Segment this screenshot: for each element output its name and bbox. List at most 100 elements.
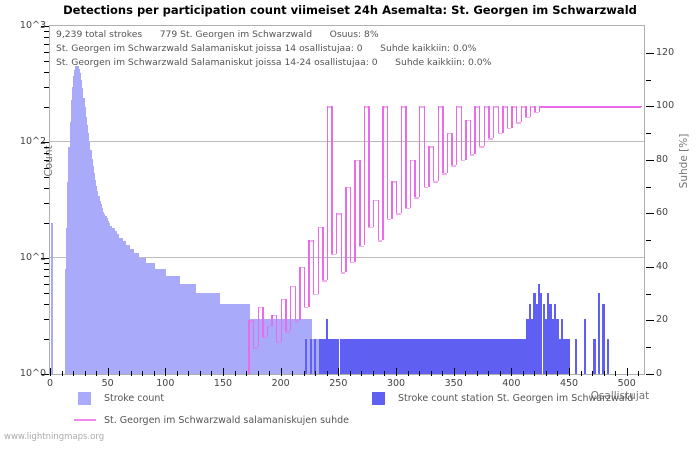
bar-stroke-count <box>91 166 94 374</box>
bar-stroke-count <box>73 76 76 374</box>
bar-stroke-count <box>150 263 153 374</box>
x-axis-tick-label: 200 <box>271 378 290 389</box>
ratio-line-segment <box>603 106 609 108</box>
y-axis-right-tick-label: 100 <box>656 100 675 112</box>
bar-stroke-count <box>286 318 289 374</box>
y-axis-left-tick <box>41 142 49 143</box>
bar-stroke-count-station <box>556 318 559 374</box>
x-axis-tick-label: 350 <box>444 378 463 389</box>
y-axis-right-minor-tick <box>646 240 651 242</box>
bar-stroke-count-station <box>484 339 488 374</box>
bar-stroke-count <box>247 304 250 374</box>
ratio-line-segment <box>465 119 467 160</box>
x-axis-tick <box>511 368 513 376</box>
ratio-line-segment <box>419 106 424 108</box>
ratio-line-segment <box>506 127 512 130</box>
x-axis-minor-tick <box>545 371 547 376</box>
ratio-line-segment <box>336 213 338 254</box>
bar-stroke-count-station <box>567 339 571 374</box>
x-axis-tick-label: 500 <box>617 378 636 389</box>
bar-stroke-count <box>168 275 172 374</box>
ratio-line-segment <box>483 106 486 147</box>
bar-stroke-count-station <box>496 339 499 374</box>
bar-stroke-count <box>187 283 190 374</box>
bar-stroke-count-station <box>468 339 471 374</box>
bar-stroke-count-station <box>530 318 534 374</box>
ratio-line-segment <box>455 106 458 166</box>
ratio-line-segment <box>571 106 576 108</box>
ratio-line-segment <box>534 106 536 112</box>
bar-stroke-count <box>79 80 83 374</box>
legend-label: Stroke count <box>104 393 165 404</box>
ratio-line-segment <box>566 106 572 108</box>
x-axis-minor-tick <box>246 371 248 376</box>
x-axis-minor-tick <box>407 371 409 376</box>
ratio-line-segment <box>276 341 281 344</box>
bar-stroke-count-station <box>314 339 317 374</box>
bar-stroke-count-station <box>318 339 322 374</box>
ratio-line-segment <box>488 106 490 139</box>
bar-stroke-count-station <box>551 318 555 374</box>
ratio-line-segment <box>262 307 264 337</box>
ratio-line-segment <box>497 133 503 135</box>
bar-stroke-count <box>180 283 183 374</box>
bar-stroke-count <box>161 269 165 374</box>
bar-stroke-count <box>136 253 139 374</box>
bar-stroke-count-station <box>597 292 601 374</box>
x-axis-minor-tick <box>153 371 155 376</box>
ratio-line-segment <box>252 320 255 348</box>
ratio-line-segment <box>580 106 586 108</box>
ratio-line-segment <box>252 347 258 349</box>
bar-stroke-count <box>121 241 124 374</box>
y-axis-right-tick <box>646 106 654 108</box>
ratio-line-segment <box>294 320 300 322</box>
bar-stroke-count-station <box>510 339 513 374</box>
y-axis-left-minor-tick <box>44 43 49 45</box>
ratio-line-segment <box>557 106 563 108</box>
ratio-line-segment <box>331 106 333 254</box>
bar-stroke-count-station <box>480 339 483 374</box>
bar-stroke-count-station <box>489 339 492 374</box>
bar-stroke-count <box>231 304 234 374</box>
ratio-line-segment <box>529 106 535 108</box>
ratio-line-segment <box>511 106 516 108</box>
bar-stroke-count <box>277 318 280 374</box>
bar-stroke-count <box>201 292 204 374</box>
bar-stroke-count-station <box>563 339 566 374</box>
ratio-line-segment <box>474 106 476 155</box>
x-axis-tick-label: 300 <box>386 378 406 389</box>
x-axis-tick <box>107 368 109 376</box>
x-axis-minor-tick <box>211 371 213 376</box>
ratio-line-segment <box>317 226 319 294</box>
bar-stroke-count <box>233 304 236 374</box>
bar-stroke-count <box>191 283 195 374</box>
y-axis-right-tick-label: 0 <box>656 368 663 379</box>
bar-stroke-count-station <box>415 339 418 374</box>
ratio-line-segment <box>262 336 267 338</box>
bar-stroke-count <box>258 318 262 374</box>
bar-stroke-count <box>96 190 99 374</box>
bar-stroke-count-station <box>602 304 605 374</box>
ratio-line-segment <box>345 186 347 273</box>
bar-stroke-count <box>284 318 287 374</box>
bar-stroke-count-station <box>323 339 326 374</box>
ratio-line-segment <box>359 159 361 246</box>
bar-stroke-count <box>267 318 271 374</box>
bar-stroke-count-station <box>434 339 437 374</box>
y-axis-left-minor-tick <box>44 107 49 109</box>
ratio-line-segment <box>423 186 429 188</box>
ratio-line-segment <box>525 117 530 119</box>
x-axis-minor-tick <box>534 371 536 376</box>
y-axis-right-tick-label: 80 <box>656 153 669 165</box>
ratio-line-segment <box>303 266 306 308</box>
bar-stroke-count <box>101 211 105 374</box>
ratio-line-segment <box>248 320 253 322</box>
bar-stroke-count <box>126 244 129 374</box>
bar-stroke-count-station <box>397 339 400 374</box>
bar-stroke-count <box>204 292 207 374</box>
bar-stroke-count-station <box>385 339 388 374</box>
ratio-line-segment <box>446 133 452 135</box>
ratio-line-segment <box>465 119 470 122</box>
ratio-line-segment <box>474 106 480 108</box>
bar-stroke-count <box>141 258 144 374</box>
